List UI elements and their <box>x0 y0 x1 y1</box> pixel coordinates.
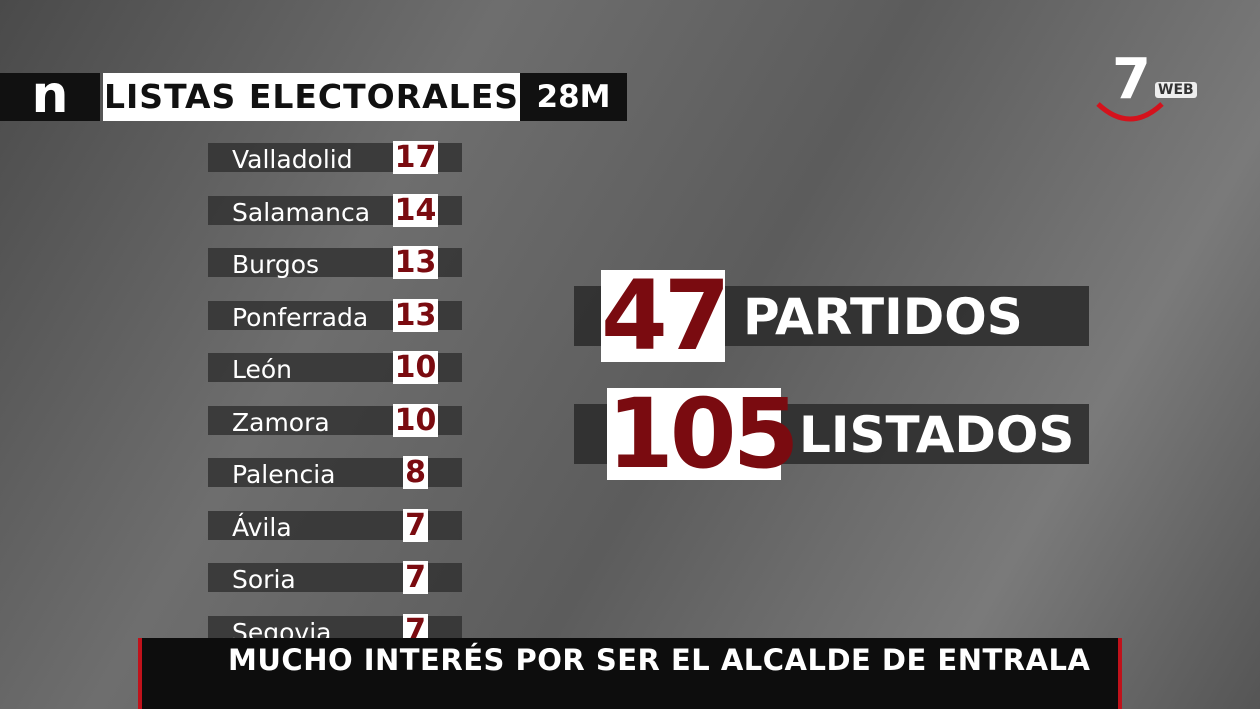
total-label: PARTIDOS <box>743 288 1023 346</box>
city-count: 13 <box>393 297 438 333</box>
header-title: LISTAS ELECTORALES <box>103 73 520 121</box>
total-label: LISTADOS <box>799 406 1075 464</box>
city-name: Ávila <box>232 512 292 542</box>
city-count: 8 <box>403 456 428 489</box>
city-count: 10 <box>393 350 438 385</box>
city-count: 7 <box>403 508 428 542</box>
header-logo: n <box>0 69 100 121</box>
city-name: Palencia <box>232 460 336 489</box>
total-value: 47 <box>601 260 731 372</box>
city-name: Ponferrada <box>232 302 369 332</box>
city-name: Zamora <box>232 407 330 437</box>
city-count: 7 <box>403 561 428 594</box>
total-value: 105 <box>607 378 799 490</box>
city-name: León <box>232 355 293 384</box>
city-name: Soria <box>232 565 296 594</box>
channel-smile <box>1096 102 1164 122</box>
city-count: 17 <box>393 140 438 175</box>
city-name: Valladolid <box>232 145 353 174</box>
channel-suffix: WEB <box>1155 82 1197 98</box>
city-count: 10 <box>393 402 438 438</box>
ticker-bar <box>138 638 1122 709</box>
channel-number: 7 <box>1112 47 1151 112</box>
city-name: Salamanca <box>232 197 371 227</box>
city-name: Burgos <box>232 250 320 279</box>
header-tag: 28M <box>520 73 627 121</box>
city-count: 13 <box>393 245 438 280</box>
ticker-text: MUCHO INTERÉS POR SER EL ALCALDE DE ENTR… <box>228 643 1091 677</box>
city-count: 14 <box>393 192 438 228</box>
